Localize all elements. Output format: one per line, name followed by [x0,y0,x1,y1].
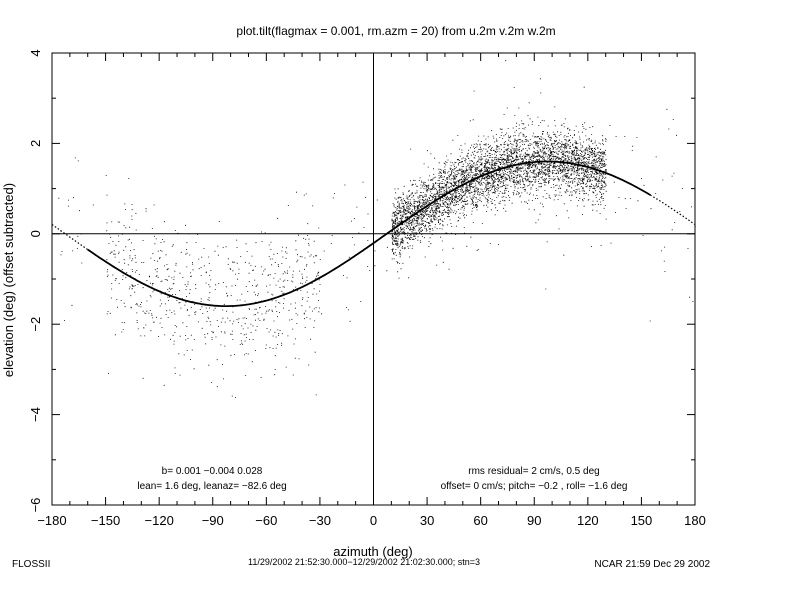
fit-curve-dotted-right [649,194,696,225]
annotation-offset: offset= 0 cm/s; pitch= −0.2 , roll= −1.6… [441,481,628,492]
x-tick-label: −60 [255,513,277,528]
fit-curve [87,160,651,307]
y-tick-label: −2 [28,317,43,332]
footer-left: FLOSSII [12,559,51,570]
x-tick-label: −120 [145,513,174,528]
footer-right: NCAR 21:59 Dec 29 2002 [594,559,710,570]
y-tick-label: −6 [28,498,43,513]
x-tick-label: −150 [91,513,120,528]
annotation-rms: rms residual= 2 cm/s, 0.5 deg [468,466,599,477]
x-tick-label: 150 [631,513,653,528]
scatter-dots [58,60,696,398]
chart-title: plot.tilt(flagmax = 0.001, rm.azm = 20) … [236,24,556,38]
x-tick-label: 60 [473,513,487,528]
x-axis-label: azimuth (deg) [333,544,412,559]
axes-group [51,52,696,506]
annotation-lean: lean= 1.6 deg, leanaz= −82.6 deg [137,481,286,492]
ticks-group: −180 −150 −120 −90 −60 −30 0 30 60 90 120 150 180 −6 −… [28,49,706,528]
y-axis-label: elevation (deg) (offset subtracted) [1,183,16,377]
y-tick-label: 4 [28,49,43,56]
fit-curve-group [51,160,696,307]
fit-curve-dotted-left [51,224,89,251]
y-tick-label: −4 [28,407,43,422]
footer-center: 11/29/2002 21:52:30.000−12/29/2002 21:02… [248,557,481,567]
x-tick-label: 30 [420,513,434,528]
x-tick-label: 0 [370,513,377,528]
y-tick-label: 2 [28,140,43,147]
x-tick-label: 120 [577,513,599,528]
x-tick-label: −90 [202,513,224,528]
annotation-b: b= 0.001 −0.004 0.028 [162,466,263,477]
x-tick-label: 180 [684,513,706,528]
x-tick-label: −180 [37,513,66,528]
x-tick-label: −30 [309,513,331,528]
scatter-points [58,60,696,398]
x-tick-label: 90 [527,513,541,528]
y-tick-label: 0 [28,230,43,237]
